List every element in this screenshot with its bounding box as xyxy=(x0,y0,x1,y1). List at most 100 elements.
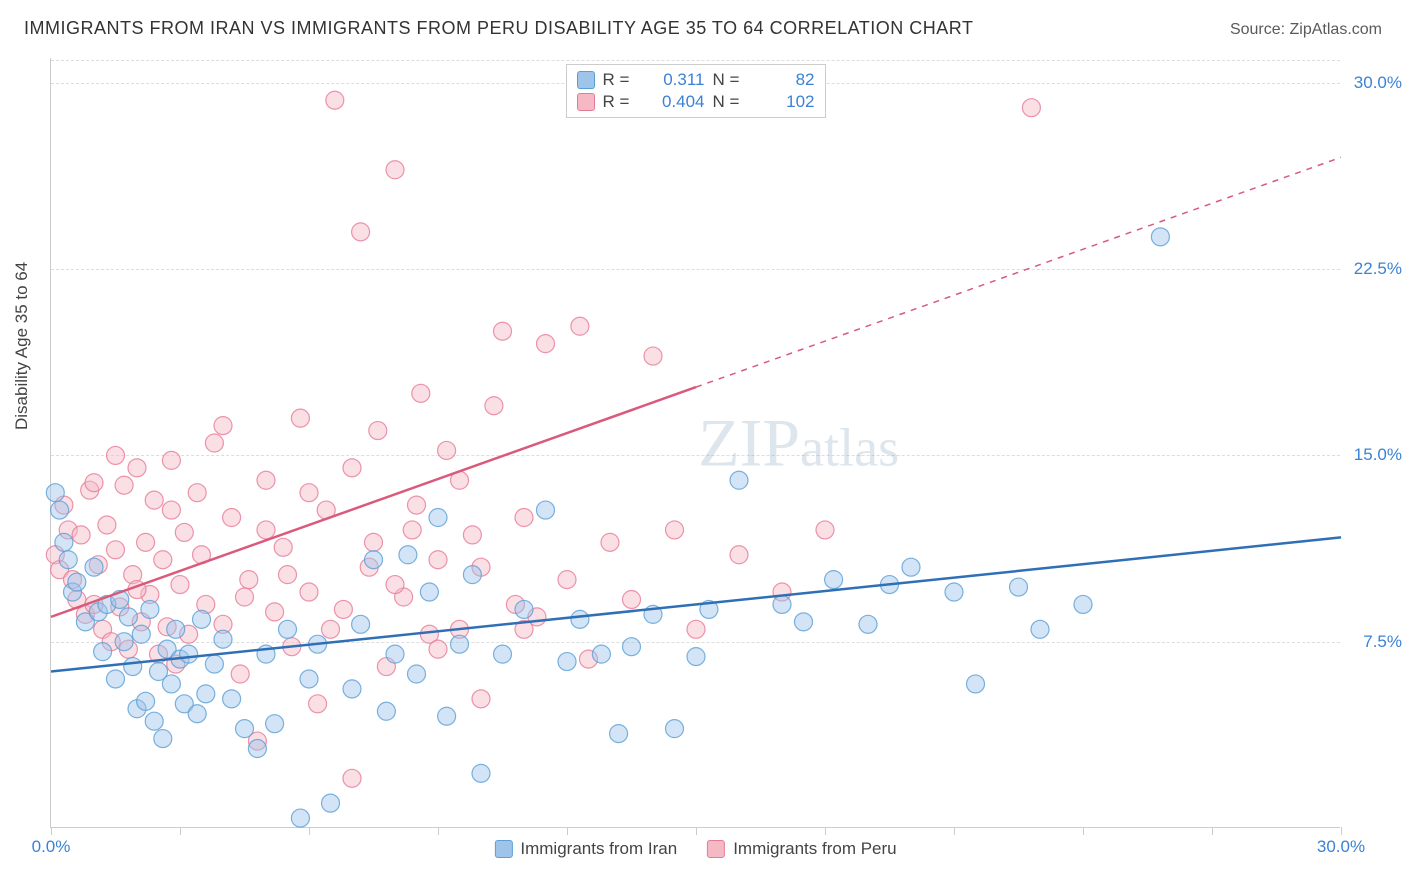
point-iran xyxy=(1074,595,1092,613)
x-tick xyxy=(696,827,697,835)
legend-item-iran: Immigrants from Iran xyxy=(494,839,677,859)
x-tick xyxy=(1212,827,1213,835)
point-iran xyxy=(902,558,920,576)
point-peru xyxy=(365,533,383,551)
x-tick xyxy=(51,827,52,835)
point-peru xyxy=(515,509,533,527)
point-iran xyxy=(377,702,395,720)
point-iran xyxy=(610,725,628,743)
point-peru xyxy=(231,665,249,683)
point-iran xyxy=(223,690,241,708)
point-peru xyxy=(309,695,327,713)
point-peru xyxy=(72,526,90,544)
y-axis-label: Disability Age 35 to 64 xyxy=(12,262,32,430)
point-iran xyxy=(266,715,284,733)
x-tick xyxy=(438,827,439,835)
point-peru xyxy=(257,471,275,489)
point-peru xyxy=(137,533,155,551)
legend-label-peru: Immigrants from Peru xyxy=(733,839,896,859)
point-peru xyxy=(300,583,318,601)
point-iran xyxy=(154,730,172,748)
point-peru xyxy=(145,491,163,509)
point-iran xyxy=(68,573,86,591)
point-iran xyxy=(558,653,576,671)
point-iran xyxy=(386,645,404,663)
point-iran xyxy=(343,680,361,698)
trendline-peru-dashed xyxy=(696,157,1341,387)
point-peru xyxy=(322,620,340,638)
point-iran xyxy=(592,645,610,663)
point-iran xyxy=(730,471,748,489)
point-peru xyxy=(107,541,125,559)
point-iran xyxy=(408,665,426,683)
x-tick xyxy=(309,827,310,835)
point-iran xyxy=(145,712,163,730)
point-iran xyxy=(205,655,223,673)
legend-row-peru: R = 0.404 N = 102 xyxy=(577,91,815,113)
point-peru xyxy=(343,459,361,477)
point-peru xyxy=(188,484,206,502)
point-peru xyxy=(558,571,576,589)
point-peru xyxy=(412,384,430,402)
point-iran xyxy=(59,551,77,569)
x-tick xyxy=(1083,827,1084,835)
chart-header: IMMIGRANTS FROM IRAN VS IMMIGRANTS FROM … xyxy=(24,18,1382,39)
point-peru xyxy=(429,551,447,569)
point-peru xyxy=(730,546,748,564)
point-iran xyxy=(399,546,417,564)
point-peru xyxy=(623,590,641,608)
swatch-peru xyxy=(577,93,595,111)
legend-label-iran: Immigrants from Iran xyxy=(520,839,677,859)
point-iran xyxy=(1010,578,1028,596)
point-iran xyxy=(162,675,180,693)
point-peru xyxy=(175,523,193,541)
point-peru xyxy=(240,571,258,589)
y-tick-label: 7.5% xyxy=(1363,632,1402,652)
point-iran xyxy=(451,635,469,653)
point-iran xyxy=(119,608,137,626)
point-iran xyxy=(51,501,69,519)
point-iran xyxy=(1031,620,1049,638)
x-tick xyxy=(567,827,568,835)
point-iran xyxy=(188,705,206,723)
point-iran xyxy=(291,809,309,827)
point-peru xyxy=(666,521,684,539)
point-peru xyxy=(537,335,555,353)
point-peru xyxy=(236,588,254,606)
point-iran xyxy=(687,648,705,666)
x-tick xyxy=(825,827,826,835)
point-iran xyxy=(945,583,963,601)
point-iran xyxy=(180,645,198,663)
point-iran xyxy=(197,685,215,703)
point-iran xyxy=(365,551,383,569)
point-peru xyxy=(128,459,146,477)
legend-row-iran: R = 0.311 N = 82 xyxy=(577,69,815,91)
y-tick-label: 22.5% xyxy=(1354,259,1402,279)
point-peru xyxy=(266,603,284,621)
point-iran xyxy=(248,740,266,758)
point-peru xyxy=(472,690,490,708)
point-iran xyxy=(107,670,125,688)
point-peru xyxy=(300,484,318,502)
point-iran xyxy=(623,638,641,656)
point-peru xyxy=(403,521,421,539)
y-tick-label: 15.0% xyxy=(1354,445,1402,465)
point-iran xyxy=(472,764,490,782)
point-peru xyxy=(386,161,404,179)
x-tick-label: 30.0% xyxy=(1317,837,1365,857)
point-peru xyxy=(257,521,275,539)
point-peru xyxy=(162,451,180,469)
x-tick xyxy=(1341,827,1342,835)
point-iran xyxy=(214,630,232,648)
point-iran xyxy=(795,613,813,631)
point-iran xyxy=(132,625,150,643)
point-iran xyxy=(115,633,133,651)
point-iran xyxy=(825,571,843,589)
point-peru xyxy=(274,538,292,556)
point-iran xyxy=(859,615,877,633)
point-peru xyxy=(343,769,361,787)
point-iran xyxy=(46,484,64,502)
point-iran xyxy=(141,600,159,618)
point-peru xyxy=(279,566,297,584)
chart-title: IMMIGRANTS FROM IRAN VS IMMIGRANTS FROM … xyxy=(24,18,973,39)
